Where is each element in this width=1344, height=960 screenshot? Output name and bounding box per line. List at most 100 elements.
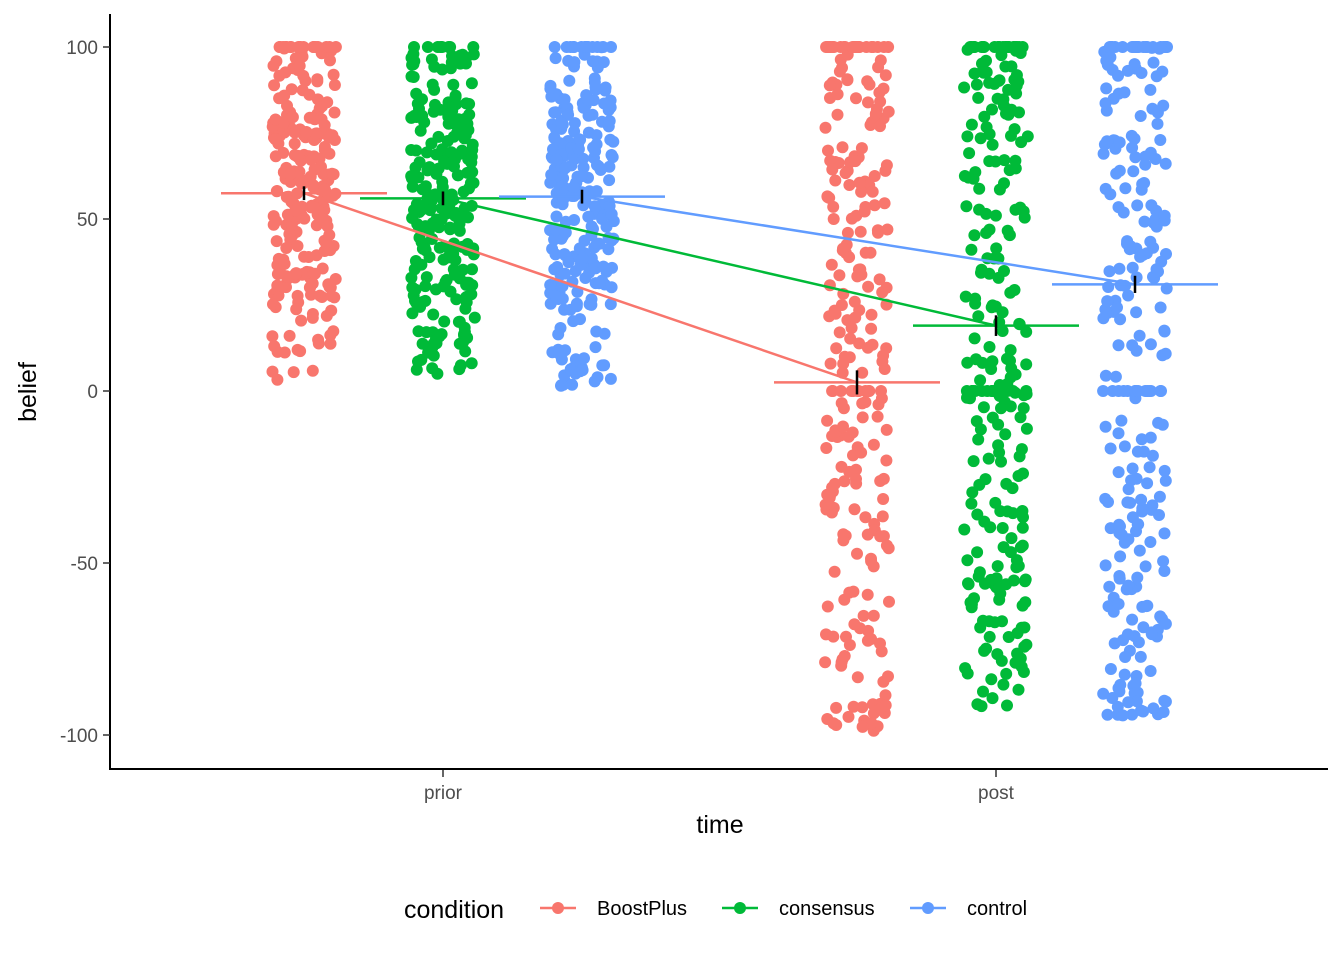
data-point — [867, 560, 880, 573]
data-point — [828, 565, 841, 578]
data-point — [269, 113, 282, 126]
x-tick-label: post — [978, 783, 1015, 804]
data-point — [567, 181, 580, 193]
data-point — [606, 151, 619, 164]
data-point — [1119, 651, 1132, 663]
data-point — [880, 539, 893, 552]
data-point — [1133, 329, 1146, 342]
data-point — [1103, 580, 1116, 593]
data-point — [1156, 65, 1169, 78]
data-point — [549, 52, 562, 65]
data-point — [851, 671, 864, 684]
data-point — [1120, 583, 1133, 596]
data-point — [980, 66, 993, 79]
data-point — [824, 357, 837, 370]
data-point — [1132, 518, 1145, 531]
data-point — [605, 281, 618, 294]
data-point — [1097, 147, 1110, 160]
data-point — [1000, 578, 1012, 591]
data-point — [983, 630, 996, 643]
data-point — [293, 59, 306, 72]
data-point — [288, 126, 301, 139]
data-point — [1012, 683, 1025, 696]
y-tick-label: 100 — [66, 38, 98, 59]
data-point — [448, 268, 461, 281]
data-point — [1004, 344, 1017, 357]
data-point — [544, 279, 557, 291]
data-point — [866, 185, 879, 198]
data-point — [869, 107, 882, 120]
data-point — [1018, 211, 1031, 224]
data-point — [409, 255, 422, 267]
data-point — [447, 78, 460, 91]
data-point — [1144, 235, 1157, 248]
data-point — [963, 147, 976, 160]
data-point — [1099, 369, 1112, 382]
data-point — [270, 55, 283, 68]
data-point — [323, 147, 336, 160]
data-point — [1103, 265, 1116, 278]
data-point — [1118, 668, 1131, 681]
data-point — [997, 93, 1010, 106]
data-point — [872, 61, 885, 74]
data-point — [549, 248, 562, 261]
data-point — [986, 138, 999, 151]
data-point — [965, 118, 978, 131]
data-point — [978, 110, 991, 123]
data-point — [558, 93, 571, 106]
data-point — [277, 253, 290, 266]
data-point — [862, 96, 874, 109]
data-point — [599, 84, 612, 97]
data-point — [1097, 687, 1110, 700]
data-point — [857, 609, 870, 622]
data-point — [465, 288, 478, 301]
data-point — [419, 180, 432, 193]
data-point — [1131, 445, 1144, 458]
data-point — [436, 175, 449, 188]
data-point — [1013, 450, 1026, 463]
data-point — [985, 363, 998, 375]
data-point — [871, 410, 884, 423]
data-point — [446, 50, 458, 62]
data-point — [320, 309, 333, 322]
data-point — [406, 307, 419, 320]
data-point — [1143, 461, 1156, 474]
data-point — [830, 701, 843, 714]
data-point — [295, 177, 308, 190]
data-point — [1099, 97, 1112, 110]
legend-label: consensus — [779, 898, 875, 920]
data-point — [991, 648, 1004, 661]
data-point — [867, 438, 880, 451]
data-point — [972, 433, 985, 446]
data-point — [294, 345, 307, 358]
data-point — [581, 93, 594, 106]
data-point — [1155, 385, 1167, 397]
data-point — [324, 54, 336, 67]
data-point — [267, 210, 280, 223]
data-point — [839, 167, 852, 180]
data-point — [1112, 339, 1125, 352]
data-point — [978, 41, 990, 53]
data-point — [991, 560, 1004, 573]
data-point — [1128, 58, 1141, 71]
data-point — [410, 363, 423, 376]
data-point — [453, 224, 466, 237]
data-point — [1153, 509, 1165, 521]
data-point — [1020, 422, 1033, 435]
data-point — [1017, 467, 1029, 480]
data-point — [588, 200, 601, 213]
data-point — [1010, 561, 1023, 574]
data-point — [1116, 709, 1129, 722]
data-point — [405, 271, 418, 284]
data-point — [966, 486, 979, 499]
data-point — [303, 88, 316, 101]
data-point — [1016, 539, 1029, 552]
data-point — [465, 77, 478, 90]
data-point — [1001, 699, 1013, 712]
data-point — [312, 333, 325, 346]
data-point — [555, 379, 568, 392]
data-point — [993, 74, 1006, 87]
data-point — [405, 170, 418, 183]
data-point — [879, 699, 892, 712]
